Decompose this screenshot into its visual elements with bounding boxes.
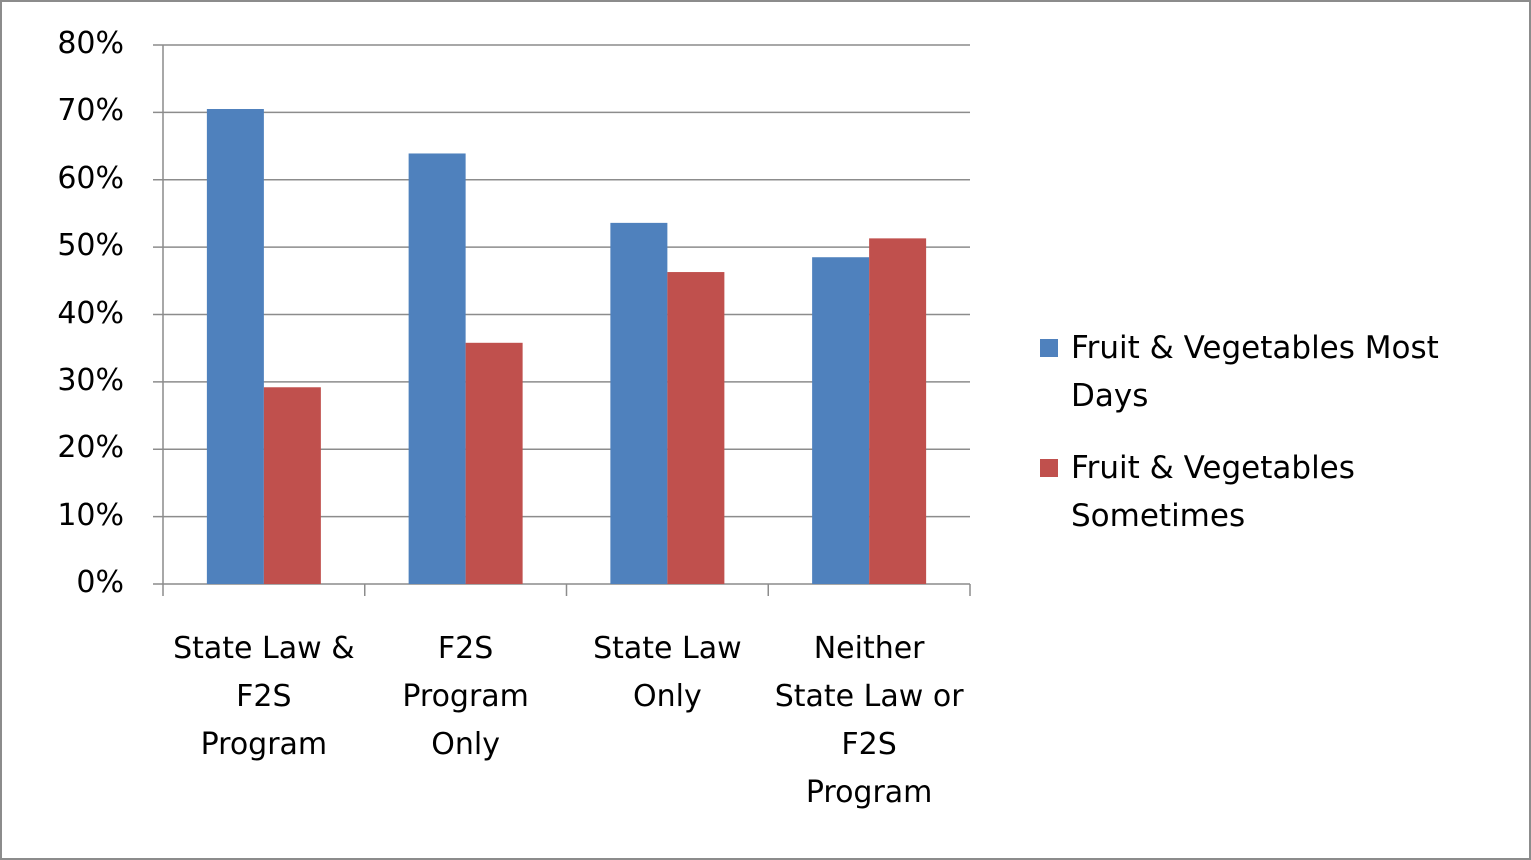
bar [263, 387, 321, 584]
x-tick-label: Neither State Law or F2S Program [774, 631, 964, 810]
bar [869, 238, 927, 584]
x-tick-label: F2S Program Only [402, 631, 529, 762]
bar [812, 257, 870, 584]
bar [667, 272, 725, 584]
y-tick-label: 60% [57, 160, 124, 196]
x-tick-label: State Law Only [593, 631, 742, 714]
bar [610, 222, 668, 584]
legend-label: Fruit & Vegetables Most Days [1071, 330, 1439, 414]
y-tick-label: 30% [57, 362, 124, 398]
bar [408, 153, 466, 584]
y-tick-label: 20% [57, 430, 124, 466]
bar [206, 109, 264, 584]
y-tick-label: 80% [57, 26, 124, 61]
legend-label: Fruit & Vegetables Sometimes [1071, 450, 1355, 534]
bar [465, 342, 523, 584]
x-tick-label: State Law & F2S Program [173, 631, 355, 762]
legend-swatch [1040, 459, 1058, 477]
y-tick-label: 10% [57, 497, 124, 533]
y-tick-label: 50% [57, 228, 124, 264]
y-tick-label: 40% [57, 295, 124, 331]
y-tick-label: 0% [76, 565, 124, 600]
legend-swatch [1040, 339, 1058, 357]
y-tick-label: 70% [57, 93, 124, 129]
